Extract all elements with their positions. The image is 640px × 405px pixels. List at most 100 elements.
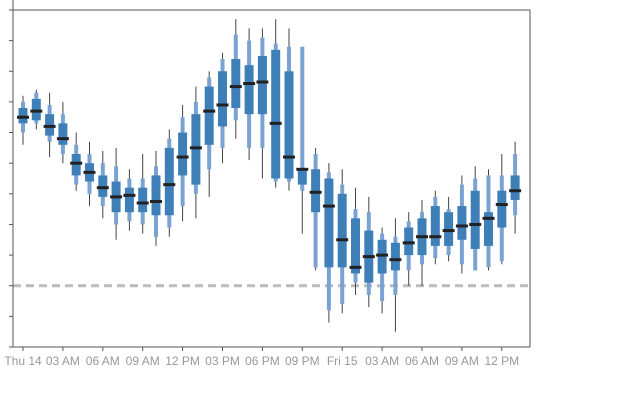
box-median xyxy=(469,222,482,226)
box-median xyxy=(322,204,335,208)
box-0 xyxy=(17,95,29,145)
box-median xyxy=(455,224,468,228)
box-median xyxy=(123,193,136,197)
box-inner-band xyxy=(257,55,267,115)
box-median xyxy=(376,253,389,257)
box-32 xyxy=(442,196,455,262)
box-26 xyxy=(362,196,375,308)
box-median xyxy=(83,170,96,174)
box-9 xyxy=(136,153,149,234)
box-1 xyxy=(30,89,43,130)
box-30 xyxy=(416,199,428,286)
x-tick-label: 09 PM xyxy=(285,354,320,368)
x-tick-label: 09 AM xyxy=(126,354,160,368)
box-median xyxy=(43,124,56,128)
box-20 xyxy=(283,28,295,191)
x-tick-layer: Thu 14 03 AM 06 AM 09 AM 12 PM 03 PM 06 PM 09 P… xyxy=(4,347,519,368)
box-inner-band xyxy=(151,175,161,216)
box-inner-band xyxy=(404,227,414,256)
box-inner-band xyxy=(138,187,148,213)
box-24 xyxy=(336,169,349,314)
box-inner-band xyxy=(58,123,68,145)
box-median xyxy=(256,80,269,84)
x-tick-label: 03 PM xyxy=(205,354,240,368)
box-18 xyxy=(256,28,269,179)
box-median xyxy=(216,103,229,107)
box-median xyxy=(70,161,83,165)
box-35 xyxy=(482,169,495,271)
box-17 xyxy=(243,28,256,161)
x-tick-label: 12 PM xyxy=(165,354,200,368)
box-inner-band xyxy=(98,175,108,197)
box-8 xyxy=(123,169,136,231)
box-11 xyxy=(163,129,176,237)
box-median xyxy=(389,258,402,262)
x-tick-label: 06 AM xyxy=(86,354,120,368)
box-median xyxy=(96,186,109,190)
box-36 xyxy=(495,153,508,265)
box-12 xyxy=(176,104,189,222)
box-16 xyxy=(229,19,242,139)
box-inner-band xyxy=(390,242,400,271)
box-7 xyxy=(110,147,123,240)
box-inner-band xyxy=(31,98,41,121)
x-tick-label: 06 PM xyxy=(245,354,280,368)
box-inner-band xyxy=(430,206,440,246)
box-13 xyxy=(189,86,202,219)
box-33 xyxy=(455,175,468,274)
box-inner-band xyxy=(231,59,241,109)
box-34 xyxy=(469,166,482,271)
box-2 xyxy=(43,92,56,158)
box-median xyxy=(442,229,455,233)
box-median xyxy=(136,201,149,205)
box-median xyxy=(229,85,242,89)
x-tick-label: 06 AM xyxy=(405,354,439,368)
box-inner-band xyxy=(324,178,334,268)
box-median xyxy=(336,238,349,242)
box-inner-band xyxy=(204,86,214,145)
box-inner-band xyxy=(457,206,467,240)
box-inner-band xyxy=(45,114,55,136)
box-inner-band xyxy=(218,71,227,127)
box-inner-band xyxy=(497,190,507,228)
box-inner-band xyxy=(244,65,254,115)
x-tick-label: Thu 14 xyxy=(4,354,42,368)
box-inner-band xyxy=(124,187,134,213)
box-4 xyxy=(70,132,83,191)
box-28 xyxy=(389,218,402,332)
box-31 xyxy=(429,190,442,265)
box-inner-band xyxy=(71,153,81,176)
box-inner-band xyxy=(297,169,307,185)
box-inner-band xyxy=(510,175,520,200)
x-tick-label: 03 AM xyxy=(365,354,399,368)
box-median xyxy=(416,235,428,239)
box-median xyxy=(283,155,295,159)
box-inner-band xyxy=(191,114,201,185)
box-inner-band xyxy=(444,212,454,246)
x-tick-label: 03 AM xyxy=(46,354,80,368)
box-inner-band xyxy=(351,218,360,274)
box-median xyxy=(176,155,189,159)
box-inner-band xyxy=(337,193,347,268)
box-median xyxy=(56,137,69,141)
box-median xyxy=(163,183,176,187)
box-27 xyxy=(376,227,389,314)
box-25 xyxy=(349,187,362,295)
box-median xyxy=(309,190,322,194)
box-inner-band xyxy=(377,239,387,274)
box-median xyxy=(495,203,508,207)
box-3 xyxy=(56,101,69,164)
box-median xyxy=(110,195,123,199)
box-median xyxy=(203,109,216,113)
box-median xyxy=(269,121,282,125)
box-inner-band xyxy=(271,49,281,179)
box-23 xyxy=(322,163,335,323)
box-37 xyxy=(509,141,522,234)
box-inner-band xyxy=(284,71,294,179)
box-21 xyxy=(296,46,309,234)
box-14 xyxy=(203,71,216,197)
box-median xyxy=(402,241,415,245)
x-tick-label: 09 AM xyxy=(445,354,479,368)
